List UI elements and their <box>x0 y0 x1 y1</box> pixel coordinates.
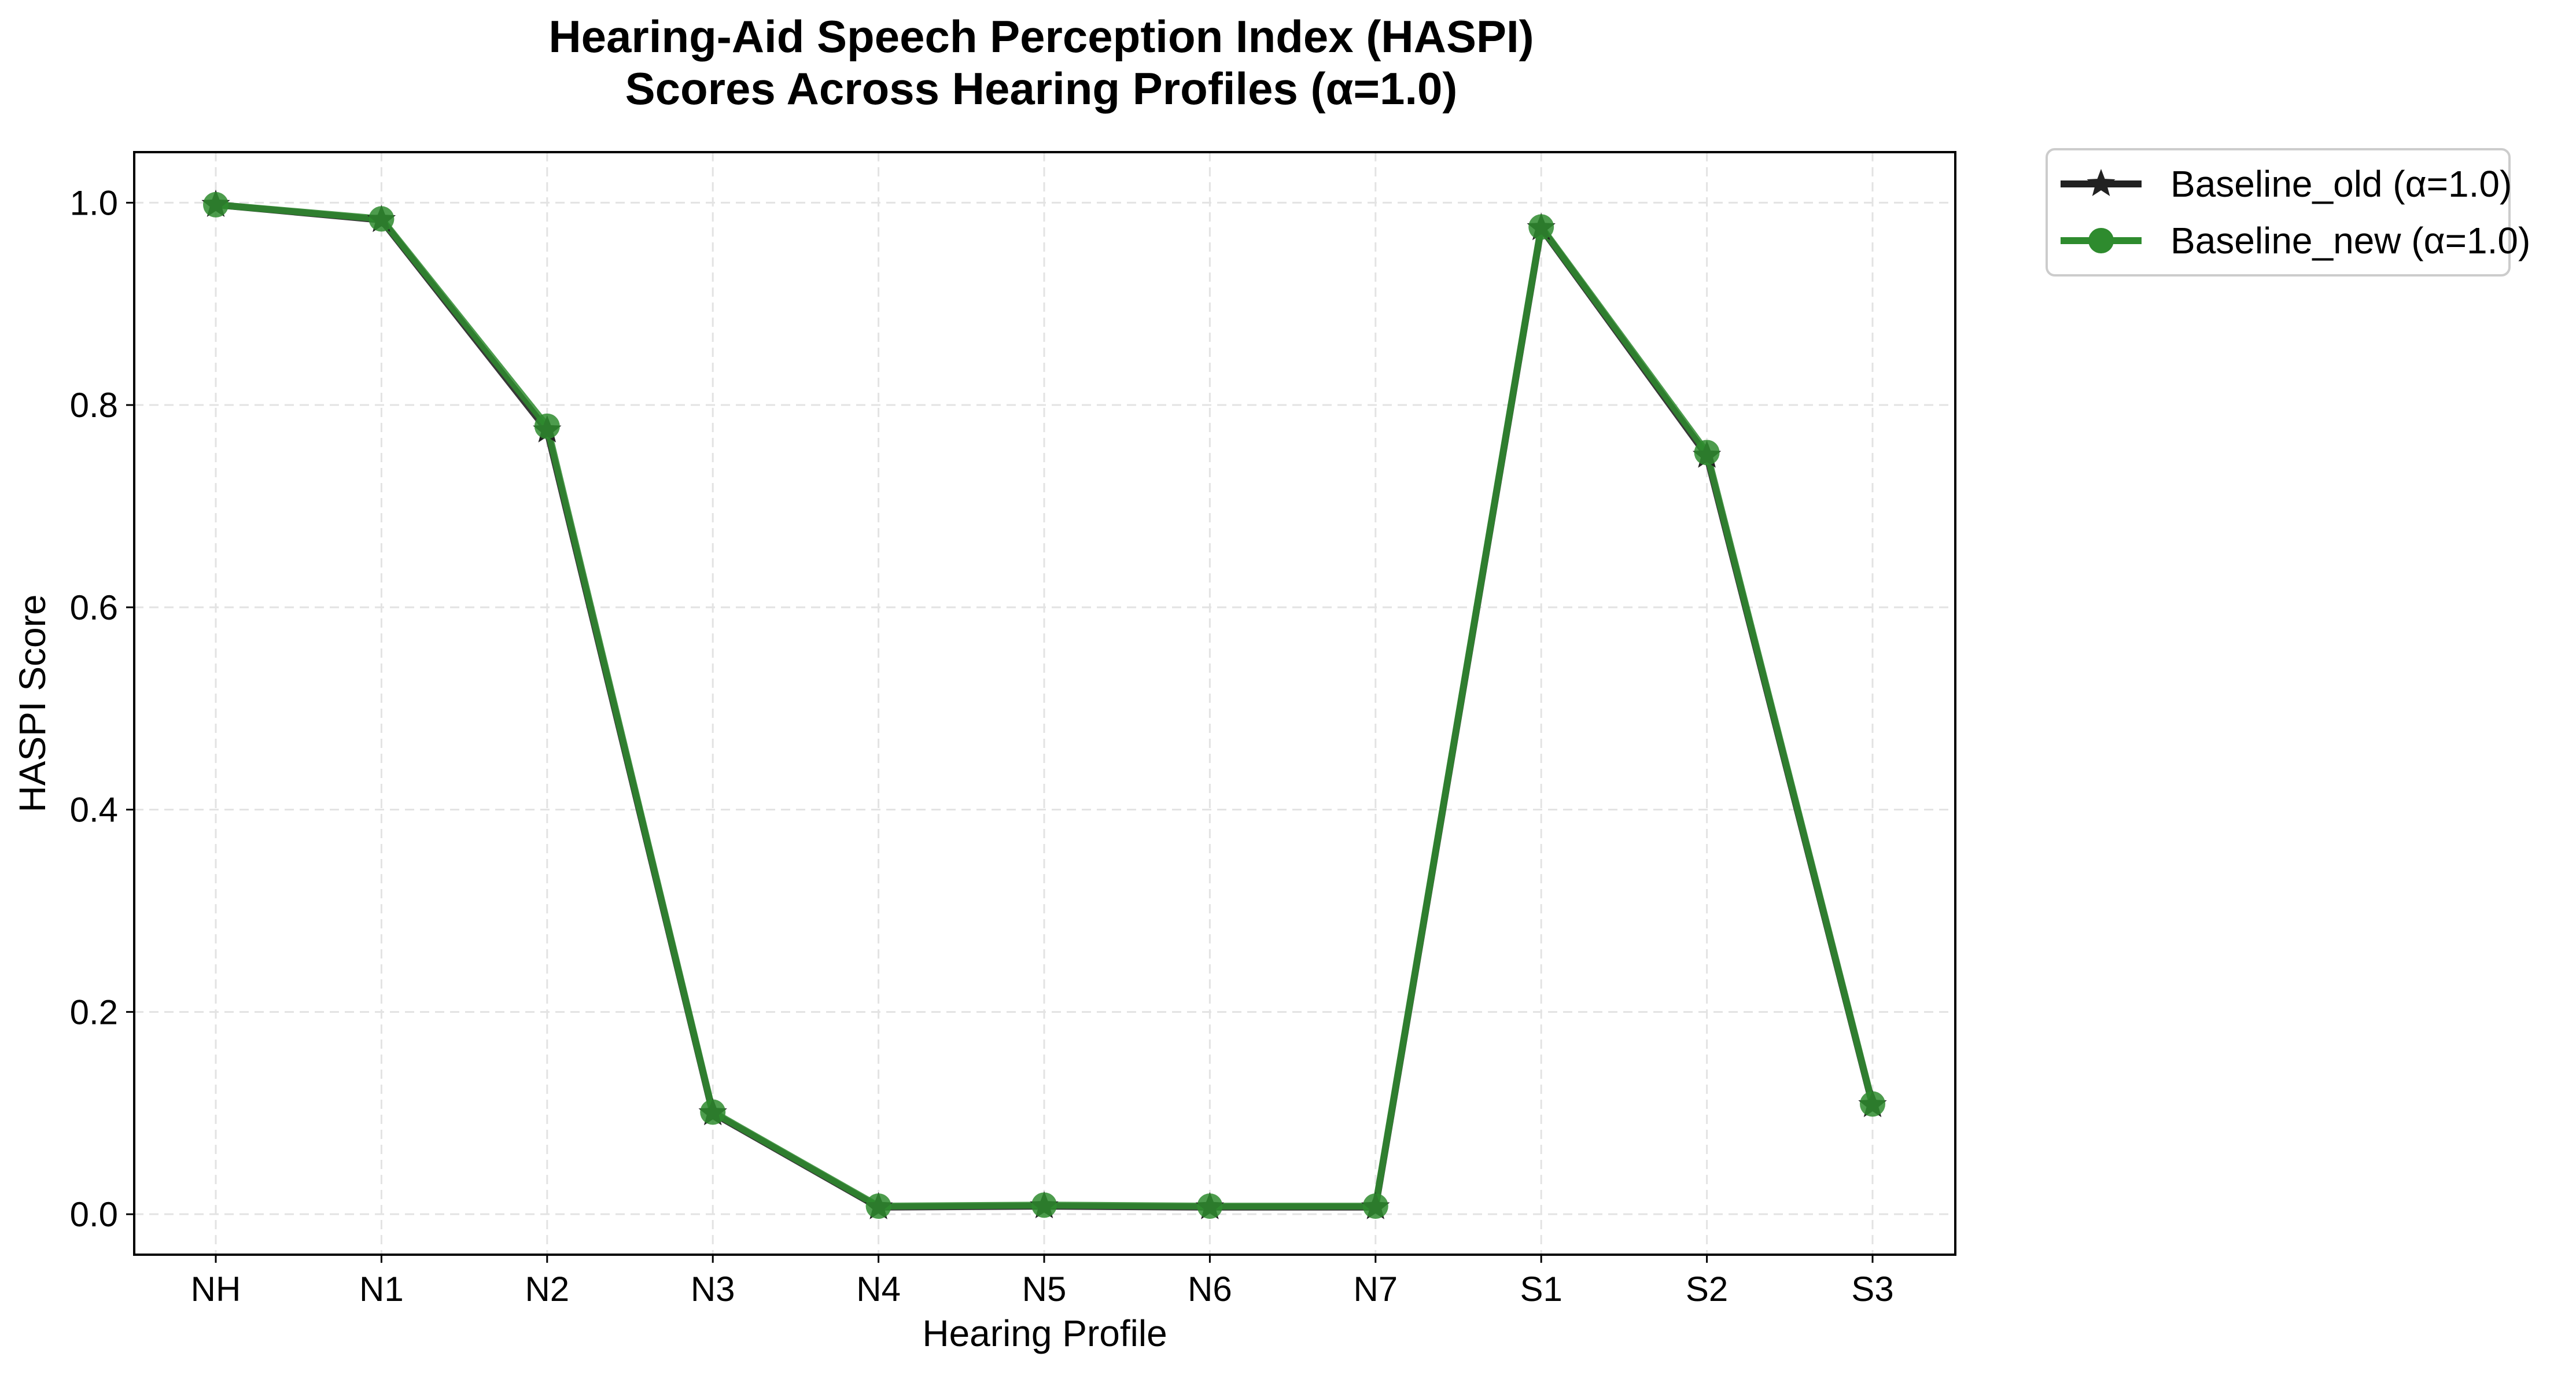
chart-title-line-1: Hearing-Aid Speech Perception Index (HAS… <box>548 11 1534 62</box>
x-tick-label: N3 <box>691 1270 735 1308</box>
y-axis-label: HASPI Score <box>12 594 53 812</box>
y-tick-label: 1.0 <box>70 183 118 222</box>
y-tick-label: 0.6 <box>70 588 118 627</box>
x-tick-label: N4 <box>856 1270 901 1308</box>
y-tick-label: 0.8 <box>70 386 118 425</box>
x-tick-label: S1 <box>1520 1270 1562 1308</box>
x-tick-label: N1 <box>359 1270 404 1308</box>
data-point-circle <box>1528 214 1554 240</box>
x-tick-label: S3 <box>1851 1270 1893 1308</box>
x-tick-label: N2 <box>525 1270 569 1308</box>
data-point-circle <box>1031 1192 1057 1218</box>
x-tick-label: N6 <box>1188 1270 1232 1308</box>
legend-star-marker <box>2087 169 2116 196</box>
x-tick-label: N5 <box>1022 1270 1067 1308</box>
tick-layer: 0.0 0.2 0.4 0.6 0.8 1.0 NH N1 N2 N3 N4 N5 N6 N7 S1 S2 S3 <box>70 183 1894 1308</box>
chart-title-line-2: Scores Across Hearing Profiles (α=1.0) <box>625 63 1458 114</box>
legend-circle-marker <box>2088 228 2114 253</box>
data-point-circle <box>700 1099 726 1125</box>
legend: Baseline_old (α=1.0) Baseline_new (α=1.0… <box>2046 148 2530 277</box>
data-point-circle <box>1197 1193 1223 1219</box>
data-point-circle <box>1362 1193 1388 1219</box>
legend-frame <box>2046 148 2511 277</box>
legend-label-baseline-old: Baseline_old (α=1.0) <box>2170 163 2512 205</box>
data-point-circle <box>865 1193 891 1219</box>
x-tick-label: N7 <box>1353 1270 1398 1308</box>
data-point-circle <box>368 206 395 232</box>
series-layer <box>201 189 1887 1219</box>
x-tick-label: NH <box>191 1270 241 1308</box>
data-point-circle <box>1860 1091 1885 1117</box>
y-tick-label: 0.0 <box>70 1195 118 1234</box>
x-tick-label: S2 <box>1686 1270 1728 1308</box>
y-tick-label: 0.2 <box>70 993 118 1031</box>
y-tick-label: 0.4 <box>70 791 118 830</box>
data-point-circle <box>534 413 560 439</box>
grid-layer <box>134 152 1955 1255</box>
legend-label-baseline-new: Baseline_new (α=1.0) <box>2170 220 2530 261</box>
data-point-circle <box>203 191 229 218</box>
data-point-circle <box>1694 440 1720 466</box>
x-axis-label: Hearing Profile <box>922 1313 1167 1354</box>
